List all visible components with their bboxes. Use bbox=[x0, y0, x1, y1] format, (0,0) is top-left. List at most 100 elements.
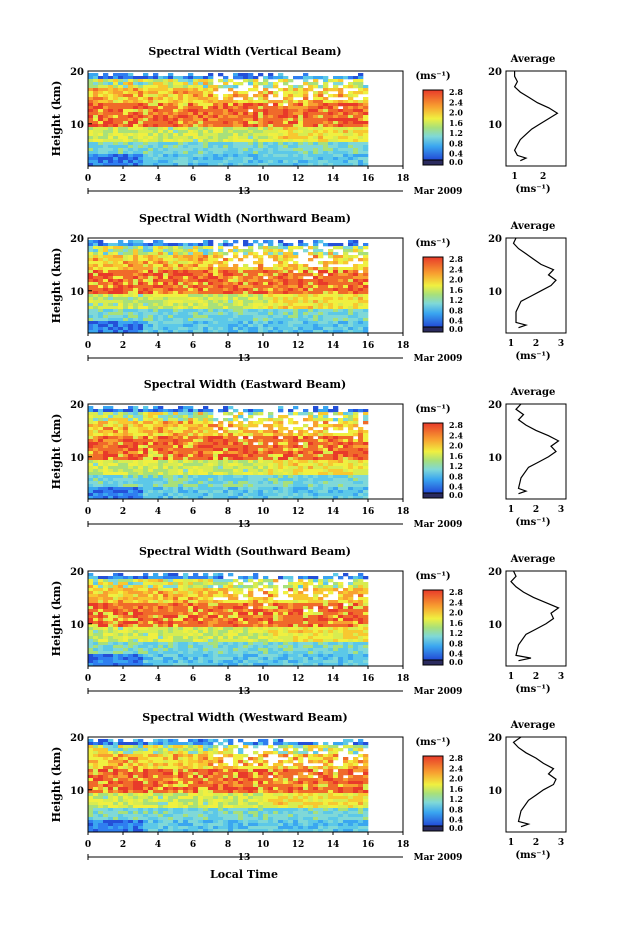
average-y-tick-label: 10 bbox=[488, 453, 502, 464]
panel-2: Spectral Width (Northward Beam) 10 20 Heigh… bbox=[50, 212, 567, 364]
plot-frame bbox=[87, 570, 404, 667]
colorbar-tick-label: 2.0 bbox=[449, 608, 463, 618]
panel-5: Spectral Width (Westward Beam)1020Height… bbox=[50, 711, 567, 863]
y-tick-label: 20 bbox=[70, 234, 84, 245]
x-tick-label: 12 bbox=[292, 840, 305, 850]
colorbar-tick-label: 0.4 bbox=[449, 815, 463, 825]
average-title: Average bbox=[510, 720, 556, 731]
average-profile-line bbox=[510, 570, 560, 662]
colorbar-tick-label: 0.8 bbox=[449, 804, 463, 814]
average-frame bbox=[505, 570, 567, 667]
colorbar-tick-label: 2.4 bbox=[449, 430, 463, 440]
x-tick-label: 18 bbox=[397, 674, 410, 684]
y-tick-label: 10 bbox=[70, 620, 84, 631]
average-x-tick-label: 3 bbox=[558, 672, 564, 682]
colorbar-tick-label: 2.0 bbox=[449, 275, 463, 285]
day-label: 13 bbox=[238, 187, 251, 197]
average-y-tick-label: 10 bbox=[488, 620, 502, 631]
x-tick-label: 0 bbox=[85, 507, 91, 517]
average-frame bbox=[505, 736, 567, 833]
x-tick-label: 4 bbox=[155, 840, 161, 850]
colorbar-bottom bbox=[422, 326, 444, 333]
x-tick-label: 2 bbox=[120, 341, 126, 351]
colorbar-tick-label: 2.4 bbox=[449, 597, 463, 607]
y-axis-label: Height (km) bbox=[50, 414, 63, 490]
x-tick-label: 12 bbox=[292, 674, 305, 684]
panel-title: Spectral Width (Northward Beam) bbox=[139, 212, 351, 225]
panel-title: Spectral Width (Vertical Beam) bbox=[148, 45, 341, 58]
colorbar-tick-label: 2.8 bbox=[449, 753, 463, 763]
panel-title: Spectral Width (Westward Beam) bbox=[142, 711, 347, 724]
average-x-tick-label: 1 bbox=[511, 172, 517, 182]
x-tick-label: 8 bbox=[225, 174, 231, 184]
colorbar bbox=[422, 589, 444, 666]
y-axis-label: Height (km) bbox=[50, 747, 63, 823]
colorbar-tick-label: 0.0 bbox=[449, 657, 463, 667]
date-label: Mar 2009 bbox=[414, 687, 463, 697]
y-axis-label: Height (km) bbox=[50, 248, 63, 324]
colorbar-tick-label: 0.0 bbox=[449, 490, 463, 500]
average-title: Average bbox=[510, 54, 556, 65]
plot-frame bbox=[87, 237, 404, 334]
y-tick-label: 10 bbox=[70, 786, 84, 797]
day-label: 13 bbox=[238, 354, 251, 364]
average-x-label: (ms⁻¹) bbox=[515, 850, 550, 861]
x-tick-label: 16 bbox=[362, 174, 375, 184]
colorbar-bottom bbox=[422, 659, 444, 666]
colorbar-bottom bbox=[422, 825, 444, 832]
average-x-label: (ms⁻¹) bbox=[515, 184, 550, 195]
average-profile-line bbox=[512, 736, 557, 828]
average-y-tick-label: 10 bbox=[488, 786, 502, 797]
date-label: Mar 2009 bbox=[414, 354, 463, 364]
average-x-tick-label: 3 bbox=[558, 505, 564, 515]
average-y-tick-label: 10 bbox=[488, 120, 502, 131]
y-tick-label: 10 bbox=[70, 453, 84, 464]
average-x-tick-label: 2 bbox=[533, 505, 539, 515]
x-tick-label: 2 bbox=[120, 674, 126, 684]
colorbar-tick-label: 2.8 bbox=[449, 420, 463, 430]
colorbar-tick-label: 1.6 bbox=[449, 118, 463, 128]
colorbar-tick-label: 2.0 bbox=[449, 441, 463, 451]
colorbar-tick-label: 1.2 bbox=[449, 461, 463, 471]
colorbar-tick-label: 2.4 bbox=[449, 763, 463, 773]
panel-title: Spectral Width (Eastward Beam) bbox=[144, 378, 346, 391]
colorbar-tick-label: 1.6 bbox=[449, 451, 463, 461]
colorbar-tick-label: 2.4 bbox=[449, 97, 463, 107]
x-tick-label: 8 bbox=[225, 674, 231, 684]
date-label: Mar 2009 bbox=[414, 520, 463, 530]
average-y-tick-label: 20 bbox=[488, 567, 502, 578]
x-tick-label: 8 bbox=[225, 507, 231, 517]
average-x-tick-label: 2 bbox=[540, 172, 546, 182]
colorbar-tick-label: 0.4 bbox=[449, 482, 463, 492]
average-y-tick-label: 20 bbox=[488, 400, 502, 411]
colorbar bbox=[422, 422, 444, 499]
x-tick-label: 16 bbox=[362, 507, 375, 517]
average-profile-line bbox=[515, 403, 560, 495]
x-tick-label: 14 bbox=[327, 507, 340, 517]
colorbar-tick-label: 0.0 bbox=[449, 823, 463, 833]
plot-frame bbox=[87, 736, 404, 833]
x-tick-label: 10 bbox=[257, 174, 270, 184]
average-x-tick-label: 2 bbox=[533, 339, 539, 349]
colorbar-tick-label: 0.4 bbox=[449, 149, 463, 159]
y-tick-label: 10 bbox=[70, 287, 84, 298]
x-tick-label: 10 bbox=[257, 507, 270, 517]
panel-3: Spectral Width (Eastward Beam)1020Height… bbox=[50, 378, 567, 530]
average-x-tick-label: 1 bbox=[508, 672, 514, 682]
colorbar-bottom bbox=[422, 492, 444, 499]
x-tick-label: 14 bbox=[327, 341, 340, 351]
y-tick-label: 10 bbox=[70, 120, 84, 131]
colorbar-tick-label: 0.8 bbox=[449, 471, 463, 481]
x-tick-label: 0 bbox=[85, 174, 91, 184]
y-axis-label: Height (km) bbox=[50, 581, 63, 657]
x-tick-label: 8 bbox=[225, 341, 231, 351]
date-label: Mar 2009 bbox=[414, 853, 463, 863]
x-tick-label: 12 bbox=[292, 341, 305, 351]
colorbar-tick-label: 0.8 bbox=[449, 138, 463, 148]
colorbar-tick-label: 0.4 bbox=[449, 316, 463, 326]
colorbar bbox=[422, 89, 444, 166]
average-frame bbox=[505, 70, 567, 167]
colorbar-tick-label: 2.8 bbox=[449, 254, 463, 264]
average-x-label: (ms⁻¹) bbox=[515, 684, 550, 695]
average-frame bbox=[505, 403, 567, 500]
